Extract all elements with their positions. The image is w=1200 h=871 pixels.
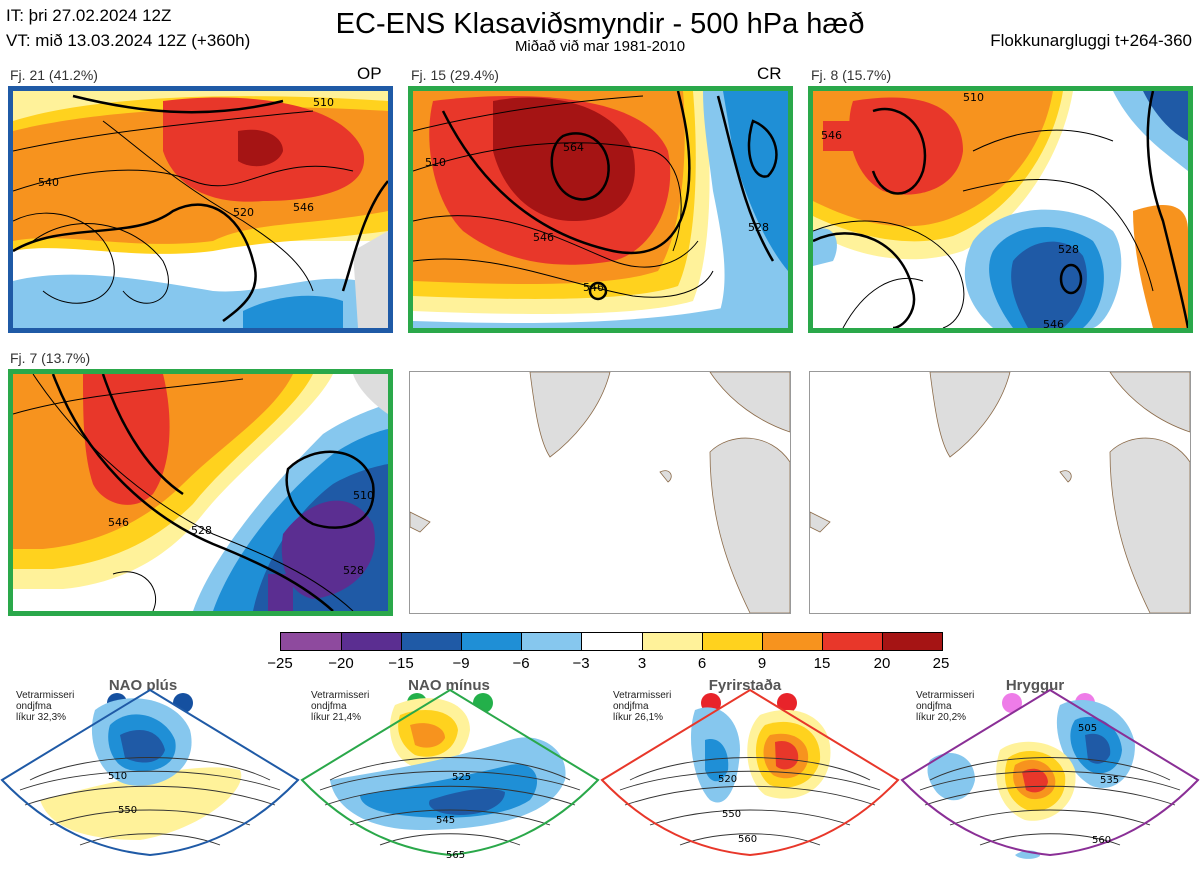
cluster-4-label: Fj. 7 (13.7%) — [10, 350, 91, 366]
contour-label: 546 — [1043, 318, 1064, 328]
empty-map-panel — [409, 371, 791, 614]
cluster-1-tag: OP — [357, 64, 382, 83]
colorbar-tick: 25 — [932, 655, 950, 672]
colorbar-tick: 6 — [697, 655, 707, 672]
issue-time: IT: þri 27.02.2024 12Z — [6, 6, 172, 25]
regime-2-title: NAO mínus — [408, 677, 490, 694]
colorbar-cell — [341, 632, 401, 650]
cluster-1-label: Fj. 21 (41.2%) — [10, 67, 98, 83]
contour-label: 510 — [963, 91, 984, 104]
svg-text:560: 560 — [1092, 835, 1111, 846]
colorbar-cell — [521, 632, 581, 650]
contour-label: 546 — [821, 129, 842, 142]
contour-label: 528 — [748, 221, 769, 234]
contour-label: 540 — [38, 176, 59, 189]
cluster-1-map[interactable]: 520 540 510 546 — [8, 86, 393, 333]
contour-label: 510 — [425, 156, 446, 169]
empty-map-panel — [809, 371, 1191, 614]
svg-text:545: 545 — [436, 815, 455, 826]
contour-label: 564 — [563, 141, 584, 154]
contour-label: 546 — [293, 201, 314, 214]
regime-3-note: Vetrarmisseri ondjfma líkur 26,1% — [613, 690, 672, 723]
colorbar-cell — [762, 632, 822, 650]
cluster-2-tag: CR — [757, 64, 782, 83]
page-subtitle: Miðað við mar 1981-2010 — [514, 38, 686, 55]
colorbar-tick: 3 — [637, 655, 647, 672]
svg-text:510: 510 — [108, 771, 127, 782]
contour-label: 528 — [191, 524, 212, 537]
colorbar-tick: 15 — [813, 655, 831, 672]
cluster-2-map[interactable]: 564 510 546 546 528 — [408, 86, 793, 333]
regime-3-title: Fyrirstaða — [708, 677, 782, 694]
regime-2-map: 525 545 565 — [300, 688, 600, 861]
svg-text:550: 550 — [722, 809, 741, 820]
regime-3-map: 520 550 560 — [600, 688, 900, 857]
colorbar-cell — [702, 632, 762, 650]
colorbar-cell — [461, 632, 521, 650]
svg-text:550: 550 — [118, 805, 137, 816]
cluster-3-label: Fj. 8 (15.7%) — [811, 67, 892, 83]
colorbar — [280, 632, 943, 651]
contour-label: 528 — [343, 564, 364, 577]
svg-text:505: 505 — [1078, 723, 1097, 734]
contour-label: 520 — [233, 206, 254, 219]
colorbar-cell — [822, 632, 882, 650]
svg-text:565: 565 — [446, 850, 465, 861]
colorbar-cell — [581, 632, 642, 650]
regime-4-note: Vetrarmisseri ondjfma líkur 20,2% — [916, 690, 975, 723]
page-title: EC-ENS Klasaviðsmyndir - 500 hPa hæð — [335, 8, 865, 40]
colorbar-cell — [642, 632, 702, 650]
cluster-2-label: Fj. 15 (29.4%) — [411, 67, 499, 83]
contour-label: 510 — [313, 96, 334, 109]
contour-label: 546 — [108, 516, 129, 529]
svg-text:535: 535 — [1100, 775, 1119, 786]
colorbar-tick: −9 — [452, 655, 470, 672]
cluster-3-map[interactable]: 546 510 528 546 — [808, 86, 1193, 333]
regime-1-map: 510 550 — [0, 688, 300, 857]
svg-text:560: 560 — [738, 834, 757, 845]
colorbar-cell — [882, 632, 943, 650]
colorbar-tick: −6 — [512, 655, 530, 672]
colorbar-tick: 20 — [873, 655, 891, 672]
colorbar-cell — [401, 632, 461, 650]
svg-text:520: 520 — [718, 774, 737, 785]
colorbar-tick: 9 — [757, 655, 767, 672]
regime-4-dot — [1002, 693, 1022, 713]
contour-label: 510 — [353, 489, 374, 502]
regime-1-title: NAO plús — [108, 677, 178, 694]
contour-label: 546 — [533, 231, 554, 244]
valid-time: VT: mið 13.03.2024 12Z (+360h) — [6, 31, 251, 50]
colorbar-tick: −20 — [328, 655, 354, 672]
contour-label: 546 — [583, 281, 604, 294]
cluster-4-map[interactable]: 546 528 510 528 — [8, 369, 393, 616]
colorbar-tick: −25 — [267, 655, 293, 672]
colorbar-tick: −15 — [388, 655, 414, 672]
contour-label: 528 — [1058, 243, 1079, 256]
svg-text:525: 525 — [452, 772, 471, 783]
colorbar-tick: −3 — [572, 655, 590, 672]
regime-1-note: Vetrarmisseri ondjfma líkur 32,3% — [16, 690, 75, 723]
classification-window: Flokkunargluggi t+264-360 — [990, 31, 1192, 50]
regime-2-note: Vetrarmisseri ondjfma líkur 21,4% — [311, 690, 370, 723]
regime-3-dot — [777, 693, 797, 713]
regime-4-map: 505 535 560 — [900, 688, 1200, 859]
